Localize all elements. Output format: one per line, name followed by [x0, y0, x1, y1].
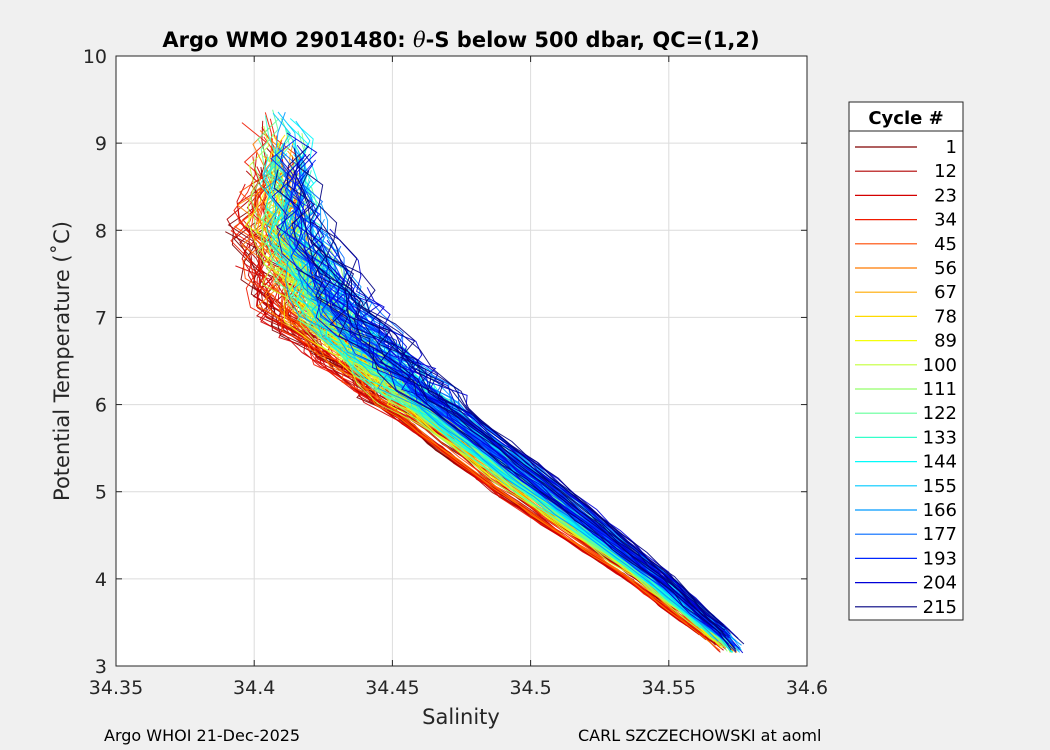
y-axis-ticks: 3 4 5 6 7 8 9 10 [83, 46, 807, 678]
legend-title: Cycle # [868, 108, 943, 129]
legend-entry-label: 78 [934, 306, 957, 327]
x-tick-label: 34.55 [642, 677, 696, 699]
profile-line [242, 202, 700, 636]
title-suffix: -S below 500 dbar, QC=(1,2) [426, 28, 760, 52]
profile-line [262, 156, 715, 640]
legend-entry-label: 193 [923, 548, 957, 569]
y-axis-label: Potential Temperature (˚C) [50, 221, 74, 501]
legend-entry-label: 34 [934, 210, 957, 231]
x-tick-label: 34.45 [365, 677, 419, 699]
profile-line [264, 115, 701, 629]
legend-entry-label: 56 [934, 258, 957, 279]
profile-line [286, 145, 737, 652]
profile-line [310, 227, 731, 631]
title-prefix: Argo WMO 2901480: [162, 28, 413, 52]
legend-entries: 1 12 23 34 45 56 67 78 89 100 111 122 133 144 155 166 17… [855, 137, 957, 618]
legend-entry-label: 204 [923, 573, 957, 594]
axes-box [115, 55, 808, 667]
footer-right: CARL SZCZECHOWSKI at aoml [578, 726, 821, 745]
legend-entry-label: 111 [923, 379, 957, 400]
profile-line [286, 132, 730, 639]
profile-line [247, 125, 715, 642]
profile-line [273, 169, 732, 651]
legend-entry-label: 89 [934, 331, 957, 352]
profile-line [263, 171, 719, 642]
legend-entry-label: 122 [923, 403, 957, 424]
profile-line [292, 243, 709, 628]
x-axis-ticks: 34.35 34.4 34.45 34.5 34.55 34.6 [89, 56, 828, 699]
x-tick-label: 34.5 [509, 677, 551, 699]
legend-entry-label: 166 [923, 500, 957, 521]
legend-entry-label: 155 [923, 476, 957, 497]
x-axis-label: Salinity [422, 705, 500, 729]
y-tick-label: 3 [95, 656, 107, 678]
y-tick-label: 10 [83, 46, 107, 68]
legend-entry-label: 45 [934, 234, 957, 255]
y-tick-label: 6 [95, 395, 107, 417]
y-tick-label: 5 [95, 482, 107, 504]
plot-area [116, 56, 807, 666]
profile-line [295, 267, 722, 634]
legend-entry-label: 133 [923, 427, 957, 448]
legend-entry-label: 177 [923, 524, 957, 545]
profile-lines [225, 109, 745, 654]
title-theta-symbol: θ [413, 28, 426, 52]
legend-entry-label: 23 [934, 185, 957, 206]
legend-entry-label: 144 [923, 452, 957, 473]
legend-entry-label: 12 [934, 161, 957, 182]
x-tick-label: 34.35 [89, 677, 143, 699]
y-tick-label: 8 [95, 220, 107, 242]
profile-line [260, 143, 717, 640]
profile-line [311, 243, 726, 631]
x-tick-label: 34.6 [786, 677, 828, 699]
legend-entry-label: 67 [934, 282, 957, 303]
legend: Cycle # 1 12 23 34 45 56 67 78 89 100 111 122 133 144… [848, 101, 964, 621]
y-tick-label: 9 [95, 133, 107, 155]
y-tick-label: 7 [95, 307, 107, 329]
legend-entry-label: 1 [946, 137, 957, 158]
profile-line [293, 148, 722, 626]
legend-entry-label: 215 [923, 597, 957, 618]
y-tick-label: 4 [95, 569, 107, 591]
legend-entry-label: 100 [923, 355, 957, 376]
footer-left: Argo WHOI 21-Dec-2025 [104, 726, 300, 745]
profile-line [264, 279, 711, 640]
profile-line [274, 112, 717, 636]
chart-title: Argo WMO 2901480: θ-S below 500 dbar, QC… [162, 28, 759, 52]
x-tick-label: 34.4 [233, 677, 275, 699]
